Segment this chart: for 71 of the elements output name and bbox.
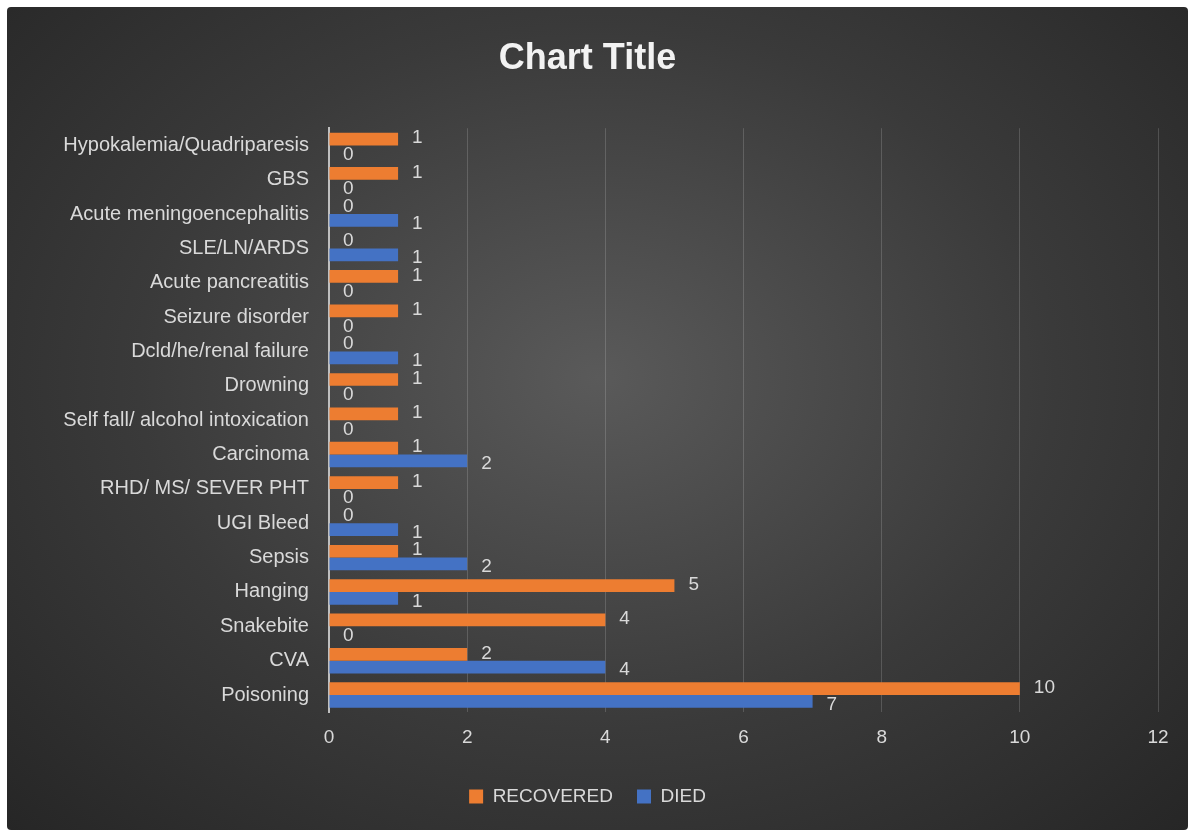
bar xyxy=(329,523,399,536)
data-label: 1 xyxy=(412,126,423,148)
data-label: 1 xyxy=(412,469,423,491)
bar xyxy=(329,682,1020,696)
bar xyxy=(329,407,399,421)
x-tick-label: 6 xyxy=(738,725,749,747)
data-label: 1 xyxy=(412,298,423,320)
bar xyxy=(329,454,468,468)
y-tick-label: UGI Bleed xyxy=(216,510,309,533)
bar xyxy=(329,613,606,627)
data-label: 2 xyxy=(481,452,492,474)
bar xyxy=(329,132,399,146)
data-label: 2 xyxy=(481,641,492,663)
y-tick-label: Carcinoma xyxy=(212,442,310,465)
legend-label: RECOVERED xyxy=(492,784,613,806)
bar xyxy=(329,351,399,365)
bar xyxy=(329,441,399,455)
data-label: 0 xyxy=(343,383,354,405)
chart-title: Chart Title xyxy=(498,35,677,77)
y-tick-label: Dcld/he/renal failure xyxy=(131,339,309,362)
data-label: 0 xyxy=(343,623,354,645)
bar xyxy=(329,248,399,262)
y-tick-label: GBS xyxy=(266,167,309,190)
bar xyxy=(329,476,399,489)
y-tick-label: Poisoning xyxy=(221,682,309,705)
y-tick-label: Snakebite xyxy=(220,613,309,636)
data-label: 0 xyxy=(343,280,354,302)
data-label: 1 xyxy=(412,211,423,233)
bar xyxy=(329,167,399,180)
data-label: 0 xyxy=(343,229,354,251)
data-label: 1 xyxy=(412,435,423,457)
data-label: 4 xyxy=(619,658,631,680)
bar xyxy=(329,214,399,227)
bar xyxy=(329,373,399,386)
x-tick-label: 0 xyxy=(323,725,335,747)
data-label: 1 xyxy=(412,401,423,423)
bar xyxy=(329,660,606,674)
y-tick-label: Hanging xyxy=(234,579,309,602)
bar xyxy=(329,544,399,558)
data-label: 4 xyxy=(619,607,631,629)
bar xyxy=(329,695,813,708)
data-label: 7 xyxy=(826,692,838,714)
y-tick-label: Acute meningoencephalitis xyxy=(69,201,309,224)
data-label: 2 xyxy=(481,555,492,577)
x-tick-label: 8 xyxy=(876,725,887,747)
y-tick-label: RHD/ MS/ SEVER PHT xyxy=(100,476,309,499)
x-tick-label: 10 xyxy=(1009,725,1031,747)
x-tick-label: 12 xyxy=(1147,725,1169,747)
legend-label: DIED xyxy=(660,784,706,806)
y-tick-label: Sepsis xyxy=(248,545,309,568)
y-tick-label: Self fall/ alcohol intoxication xyxy=(63,407,309,430)
data-label: 10 xyxy=(1033,675,1055,697)
y-tick-label: Seizure disorder xyxy=(163,304,310,327)
y-tick-label: CVA xyxy=(269,648,310,671)
y-tick-label: Drowning xyxy=(224,373,309,396)
bar xyxy=(329,557,468,571)
y-tick-label: SLE/LN/ARDS xyxy=(178,235,309,258)
bar xyxy=(329,591,399,605)
data-label: 1 xyxy=(412,589,423,611)
data-label: 0 xyxy=(343,142,354,164)
bar xyxy=(329,647,468,661)
y-tick-label: Hypokalemia/Quadriparesis xyxy=(63,132,309,155)
bar xyxy=(329,304,399,318)
bar xyxy=(329,270,399,283)
data-label: 0 xyxy=(343,417,354,439)
bar xyxy=(329,579,675,592)
y-tick-label: Acute pancreatitis xyxy=(150,270,309,293)
x-tick-label: 4 xyxy=(600,725,612,747)
data-label: 5 xyxy=(688,572,699,594)
x-tick-label: 2 xyxy=(461,725,473,747)
data-label: 1 xyxy=(412,160,423,182)
